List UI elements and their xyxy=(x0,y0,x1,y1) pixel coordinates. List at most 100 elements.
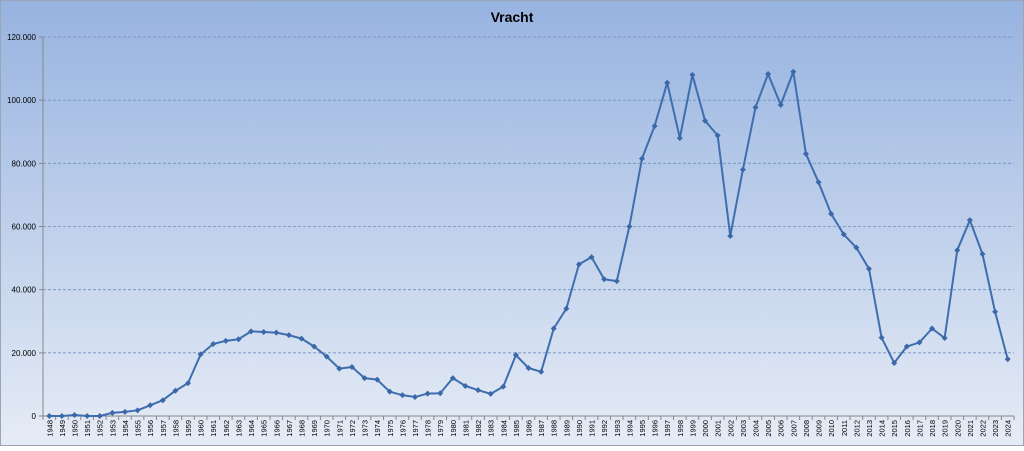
x-tick-label: 1965 xyxy=(260,420,269,437)
x-tick-label: 1949 xyxy=(58,420,67,437)
x-tick-label: 1990 xyxy=(575,420,584,437)
data-point-1969 xyxy=(311,343,318,350)
data-point-2015 xyxy=(891,359,898,366)
x-tick-label: 1970 xyxy=(323,420,332,437)
x-tick-label: 2016 xyxy=(903,420,912,437)
data-point-1962 xyxy=(222,337,229,344)
x-tick-label: 2011 xyxy=(840,420,849,436)
data-point-2003 xyxy=(739,166,746,173)
data-point-1959 xyxy=(185,380,192,387)
x-tick-label: 2024 xyxy=(1004,420,1013,437)
x-tick-label: 1968 xyxy=(298,420,307,437)
x-tick-label: 1993 xyxy=(613,420,622,437)
x-tick-label: 1978 xyxy=(424,420,433,437)
x-tick-label: 2009 xyxy=(815,420,824,437)
x-tick-label: 1948 xyxy=(45,420,54,437)
data-point-1954 xyxy=(121,408,128,415)
data-point-1960 xyxy=(197,351,204,358)
data-point-1953 xyxy=(109,409,116,416)
x-tick-label: 2005 xyxy=(764,420,773,437)
data-point-1961 xyxy=(210,340,217,347)
x-tick-label: 2017 xyxy=(915,420,924,437)
data-point-1978 xyxy=(424,390,431,397)
x-tick-label: 2007 xyxy=(789,420,798,437)
x-tick-label: 1988 xyxy=(550,420,559,437)
data-point-1993 xyxy=(613,278,620,285)
x-tick-label: 1983 xyxy=(487,420,496,437)
data-point-1968 xyxy=(298,335,305,342)
x-tick-label: 1984 xyxy=(499,420,508,437)
data-point-1951 xyxy=(84,413,91,419)
x-tick-label: 2023 xyxy=(991,420,1000,437)
x-tick-label: 1995 xyxy=(638,420,647,437)
data-point-1952 xyxy=(96,413,103,419)
x-tick-label: 1998 xyxy=(676,420,685,437)
data-point-1958 xyxy=(172,387,179,394)
x-tick-label: 1964 xyxy=(247,420,256,437)
data-point-1986 xyxy=(525,364,532,371)
data-point-2020 xyxy=(954,247,961,254)
data-point-1973 xyxy=(361,375,368,382)
data-point-2009 xyxy=(815,179,822,186)
x-tick-label: 1987 xyxy=(537,420,546,437)
x-tick-label: 2000 xyxy=(701,420,710,437)
y-tick-label: 120.000 xyxy=(7,33,36,42)
x-tick-label: 1975 xyxy=(386,420,395,437)
data-point-1990 xyxy=(575,261,582,268)
x-tick-label: 2003 xyxy=(739,420,748,437)
x-tick-label: 1974 xyxy=(373,420,382,437)
x-tick-label: 1953 xyxy=(108,420,117,437)
y-axis-tick-labels: 0 20.000 40.000 60.000 80.000 100.000 120.000 xyxy=(7,33,36,421)
data-point-1957 xyxy=(159,397,166,404)
data-point-1998 xyxy=(676,135,683,142)
x-tick-label: 1977 xyxy=(411,420,420,437)
x-tick-label: 2015 xyxy=(890,420,899,437)
data-point-1985 xyxy=(512,352,519,359)
y-tick-label: 100.000 xyxy=(7,96,36,105)
data-point-2007 xyxy=(790,68,797,75)
x-tick-label: 1994 xyxy=(625,420,634,437)
x-tick-label: 1971 xyxy=(335,420,344,437)
data-point-1999 xyxy=(689,71,696,78)
x-tick-label: 1961 xyxy=(209,420,218,437)
x-tick-label: 2018 xyxy=(928,420,937,437)
x-tick-label: 1958 xyxy=(171,420,180,437)
data-point-2024 xyxy=(1004,356,1011,363)
data-series xyxy=(46,68,1011,419)
x-tick-label: 2008 xyxy=(802,420,811,437)
data-point-2011 xyxy=(840,231,847,238)
x-tick-label: 1992 xyxy=(600,420,609,437)
x-tick-label: 1997 xyxy=(663,420,672,437)
x-tick-label: 2006 xyxy=(777,420,786,437)
data-point-1988 xyxy=(550,325,557,332)
x-tick-label: 1963 xyxy=(234,420,243,437)
data-point-2016 xyxy=(903,343,910,350)
x-tick-label: 2021 xyxy=(966,420,975,437)
data-point-1949 xyxy=(58,413,65,419)
data-point-2013 xyxy=(865,265,872,272)
x-tick-label: 1989 xyxy=(562,420,571,437)
x-tick-label: 2010 xyxy=(827,420,836,437)
x-tick-label: 1950 xyxy=(71,420,80,437)
data-point-1956 xyxy=(147,402,154,409)
data-point-1967 xyxy=(285,332,292,339)
data-point-2004 xyxy=(752,104,759,111)
x-tick-label: 1952 xyxy=(96,420,105,437)
data-point-2012 xyxy=(853,244,860,251)
data-point-1989 xyxy=(563,305,570,312)
x-tick-label: 1991 xyxy=(588,420,597,437)
x-tick-label: 1955 xyxy=(134,420,143,437)
data-point-1984 xyxy=(500,383,507,390)
x-tick-label: 1951 xyxy=(83,420,92,437)
x-tick-label: 2002 xyxy=(726,420,735,437)
x-tick-label: 2022 xyxy=(978,420,987,437)
x-tick-label: 1956 xyxy=(146,420,155,437)
data-point-2010 xyxy=(828,210,835,217)
data-point-1996 xyxy=(651,123,658,130)
data-point-2017 xyxy=(916,339,923,346)
x-tick-label: 2012 xyxy=(852,420,861,437)
data-point-1977 xyxy=(412,394,419,401)
data-point-1995 xyxy=(638,155,645,162)
